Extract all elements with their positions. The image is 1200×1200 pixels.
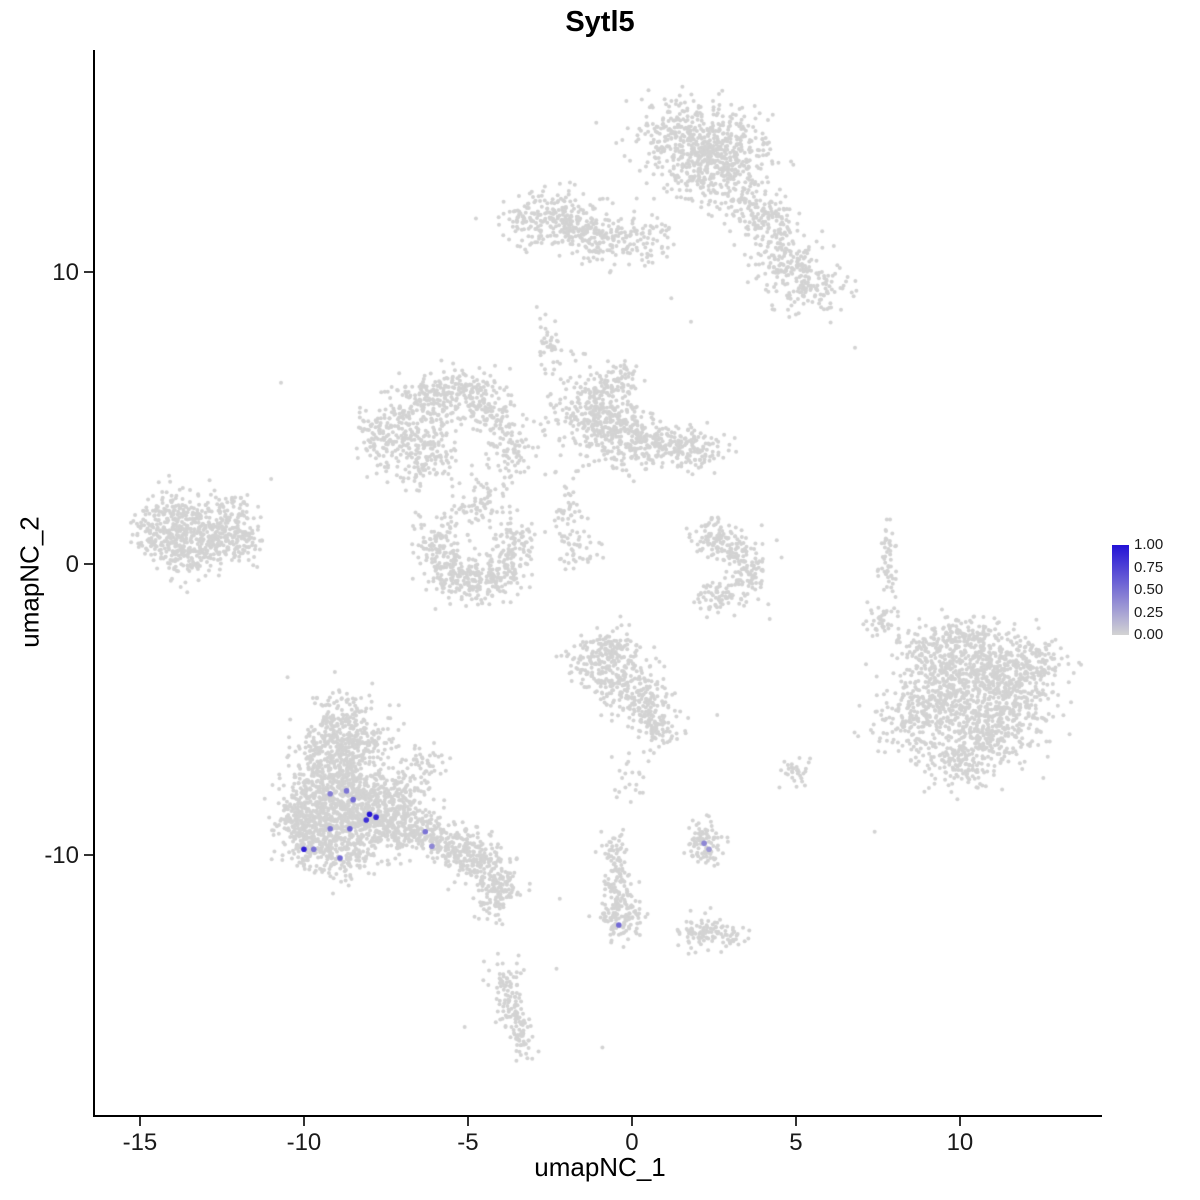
- x-tick-mark: [630, 1117, 633, 1126]
- y-tick-mark: [84, 854, 93, 857]
- y-axis-title: umapNC_2: [14, 516, 45, 648]
- x-axis-title: umapNC_1: [534, 1152, 666, 1182]
- x-tick-label: -5: [457, 1129, 479, 1156]
- x-axis-line: [93, 1115, 1102, 1117]
- legend-tick-label: 0.50: [1134, 581, 1164, 598]
- y-tick-mark: [84, 562, 93, 565]
- x-tick-mark: [794, 1117, 797, 1126]
- x-tick-mark: [138, 1117, 141, 1126]
- x-tick-label: 0: [625, 1129, 639, 1156]
- legend-tick-label: 0.75: [1134, 558, 1164, 576]
- x-tick-mark: [466, 1117, 469, 1126]
- legend-tick-label: 1.00: [1134, 536, 1164, 553]
- legend-gradient-bar: [1112, 545, 1129, 635]
- y-tick-mark: [84, 271, 93, 274]
- x-tick-label: 10: [946, 1129, 974, 1156]
- x-tick-label: -15: [122, 1129, 158, 1156]
- x-tick-label: 5: [789, 1129, 803, 1156]
- legend-tick-label: 0.00: [1134, 626, 1164, 643]
- x-tick-mark: [958, 1117, 961, 1126]
- legend-tick-label: 0.25: [1134, 603, 1164, 621]
- x-tick-mark: [302, 1117, 305, 1126]
- y-tick-label: 0: [65, 550, 79, 578]
- y-tick-label: -10: [44, 842, 79, 870]
- x-tick-label: -10: [286, 1129, 322, 1156]
- y-tick-label: 10: [52, 259, 79, 287]
- y-axis-line: [93, 50, 95, 1117]
